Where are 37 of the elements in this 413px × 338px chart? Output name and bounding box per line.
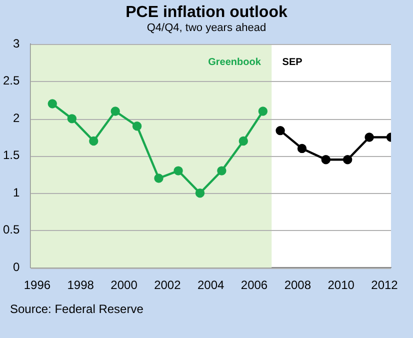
- y-tick-label: 2: [12, 110, 20, 125]
- point: [110, 106, 120, 116]
- point: [89, 136, 98, 146]
- point: [321, 155, 330, 164]
- point: [342, 155, 352, 164]
- point: [238, 136, 248, 146]
- x-tick-label: 2004: [197, 278, 225, 292]
- point: [364, 132, 374, 142]
- x-tick-label: 2002: [154, 278, 182, 292]
- point: [217, 166, 226, 176]
- point: [67, 114, 77, 124]
- y-tick-label: 0: [12, 260, 20, 274]
- y-tick-label: 2.5: [2, 74, 20, 88]
- y-tick-label: 1.5: [2, 148, 20, 162]
- y-tick-label: 3: [12, 36, 20, 51]
- x-tick-label: 1998: [67, 278, 94, 292]
- x-tick-label: 2010: [328, 278, 355, 292]
- chart-subtitle: Q4/Q4, two years ahead: [146, 22, 268, 34]
- point: [174, 166, 183, 176]
- text: SEP: [282, 56, 303, 68]
- x-tick-label: 2000: [110, 278, 138, 292]
- point: [132, 122, 142, 131]
- point: [297, 144, 307, 154]
- y-tick-label: 0.5: [2, 222, 20, 237]
- point: [276, 126, 285, 136]
- x-tick-label: 2006: [240, 278, 268, 292]
- point: [258, 106, 268, 116]
- y-tick-label: 1: [12, 185, 20, 200]
- point: [48, 99, 57, 108]
- x-tick-label: 2012: [371, 278, 398, 292]
- x-tick-label: 2008: [284, 278, 312, 292]
- point: [195, 188, 205, 198]
- text: Greenbook: [208, 56, 262, 68]
- source-note: Source: Federal Reserve: [10, 302, 144, 316]
- chart-title: PCE inflation outlook: [124, 4, 288, 22]
- x-tick-label: 1996: [24, 278, 51, 292]
- point: [154, 174, 164, 183]
